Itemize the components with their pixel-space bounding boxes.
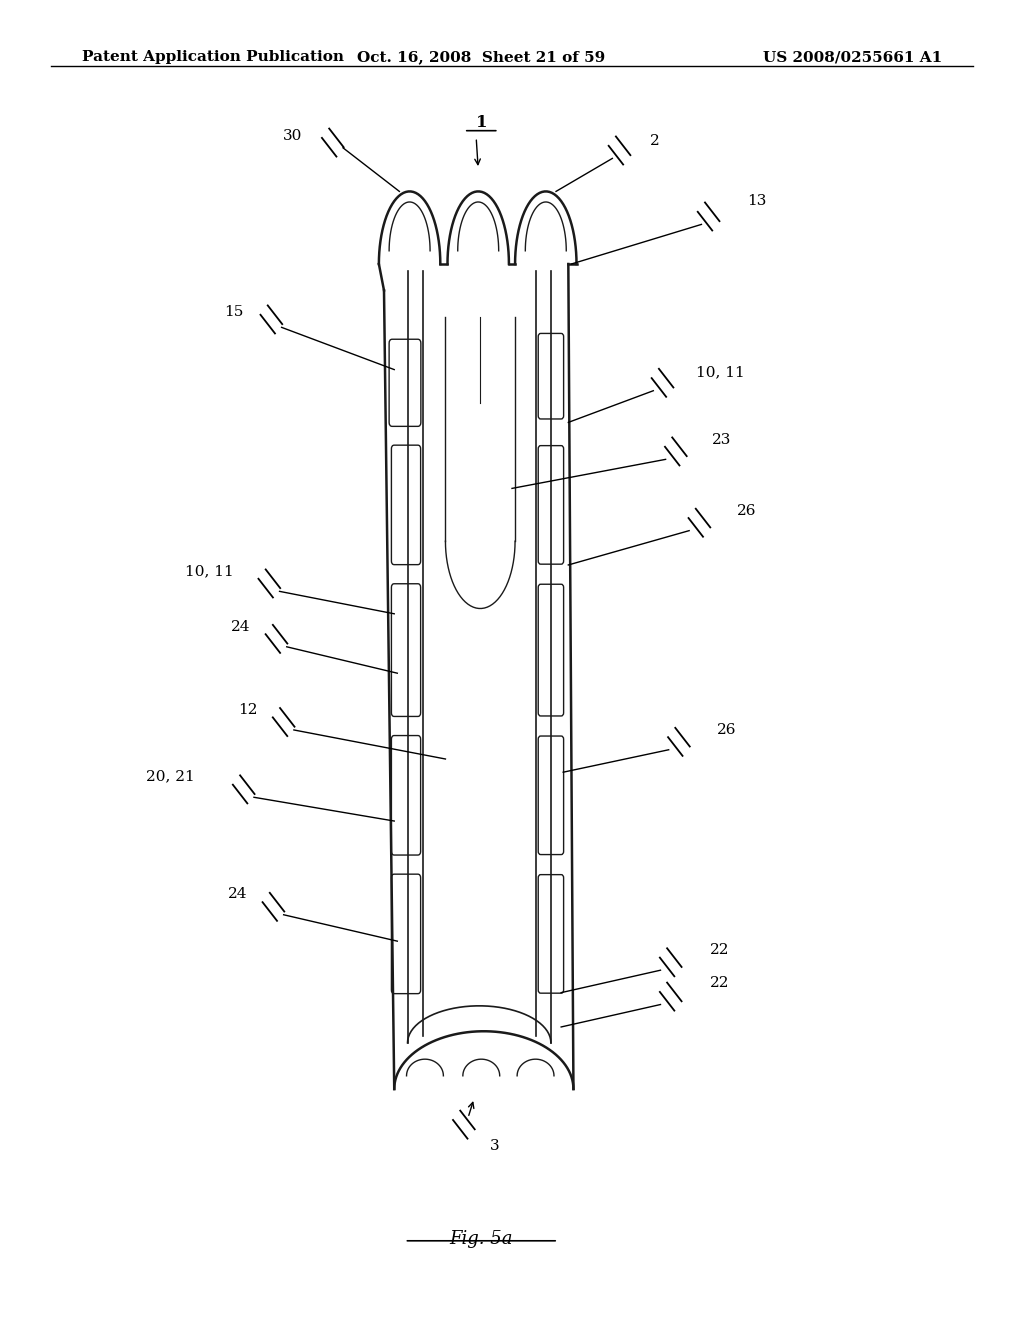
Text: 10, 11: 10, 11 [184, 565, 233, 578]
Text: 1: 1 [475, 115, 487, 131]
Text: 3: 3 [489, 1139, 499, 1152]
Text: 24: 24 [228, 887, 248, 900]
Text: 24: 24 [231, 620, 251, 634]
Text: 15: 15 [224, 305, 244, 318]
Text: 22: 22 [710, 977, 729, 990]
Text: 26: 26 [717, 723, 736, 737]
Text: 12: 12 [239, 704, 258, 717]
Text: 13: 13 [748, 194, 767, 207]
Text: 23: 23 [712, 433, 731, 446]
Text: 20, 21: 20, 21 [145, 770, 195, 783]
Text: Oct. 16, 2008  Sheet 21 of 59: Oct. 16, 2008 Sheet 21 of 59 [357, 50, 605, 65]
Text: 10, 11: 10, 11 [696, 366, 745, 379]
Text: 30: 30 [283, 129, 302, 143]
Text: 26: 26 [737, 504, 757, 517]
Text: Fig. 5a: Fig. 5a [450, 1230, 513, 1249]
Text: 2: 2 [650, 135, 660, 148]
Text: Patent Application Publication: Patent Application Publication [82, 50, 344, 65]
Text: 22: 22 [710, 944, 729, 957]
Text: US 2008/0255661 A1: US 2008/0255661 A1 [763, 50, 942, 65]
